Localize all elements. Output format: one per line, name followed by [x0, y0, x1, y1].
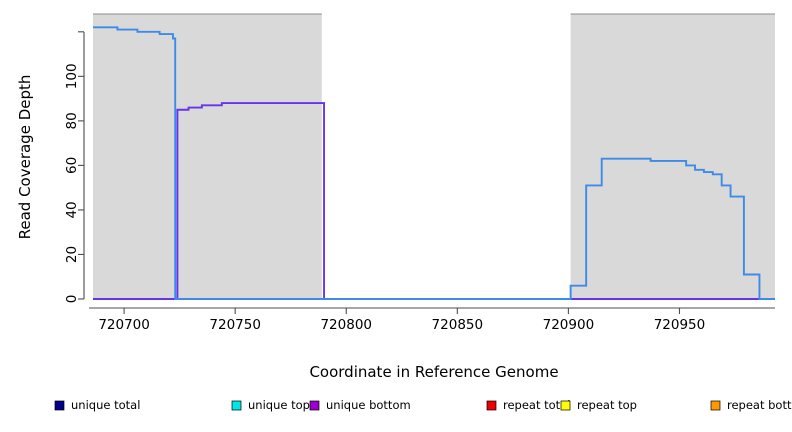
- y-tick-label-3: 60: [64, 157, 80, 174]
- legend-label-repeat-top: repeat top: [577, 398, 637, 412]
- x-tick-label-2: 720800: [320, 317, 372, 333]
- legend-swatch-repeat-total: [486, 400, 497, 411]
- axes-group: [78, 31, 775, 314]
- legend-item-repeat-top[interactable]: repeat top: [560, 398, 637, 412]
- y-tick-label-2: 40: [64, 201, 80, 218]
- legend-item-unique-top[interactable]: unique top: [231, 398, 310, 412]
- shaded-region-0: [93, 14, 322, 299]
- shaded-regions-group: [93, 13, 775, 299]
- y-tick-label-0: 0: [64, 295, 80, 304]
- series-unique-bottom: [93, 102, 775, 300]
- legend-swatch-unique-bottom: [309, 400, 320, 411]
- legend-swatch-unique-top: [231, 400, 242, 411]
- legend-item-unique-total[interactable]: unique total: [54, 398, 140, 412]
- tick-labels-group: 720700 720750 720800 720850 720900 720950 0 20 4…: [64, 63, 705, 333]
- y-tick-label-4: 80: [64, 112, 80, 129]
- legend-label-unique-bottom: unique bottom: [326, 398, 411, 412]
- x-tick-label-3: 720850: [432, 317, 484, 333]
- x-axis-title: Coordinate in Reference Genome: [309, 363, 558, 381]
- y-axis-title: Read Coverage Depth: [16, 75, 34, 240]
- legend-swatch-repeat-bottom: [710, 400, 721, 411]
- series-group: [93, 26, 775, 300]
- chart-legend: unique total unique top unique bottom repea…: [54, 398, 792, 412]
- legend-item-repeat-total[interactable]: repeat total: [486, 398, 570, 412]
- legend-label-repeat-bottom: repeat bottom: [727, 398, 792, 412]
- x-tick-label-4: 720900: [543, 317, 595, 333]
- series-unique-total: [93, 26, 775, 300]
- y-tick-label-5: 100: [64, 63, 80, 89]
- legend-item-repeat-bottom[interactable]: repeat bottom: [710, 398, 792, 412]
- x-tick-label-0: 720700: [98, 317, 150, 333]
- shaded-region-1: [570, 14, 775, 299]
- legend-label-unique-top: unique top: [248, 398, 310, 412]
- legend-swatch-unique-total: [54, 400, 65, 411]
- x-tick-label-5: 720950: [654, 317, 706, 333]
- x-tick-label-1: 720750: [209, 317, 261, 333]
- legend-label-unique-total: unique total: [71, 398, 140, 412]
- legend-label-repeat-total: repeat total: [503, 398, 570, 412]
- legend-swatch-repeat-top: [560, 400, 571, 411]
- y-tick-label-1: 20: [64, 246, 80, 263]
- legend-item-unique-bottom[interactable]: unique bottom: [309, 398, 411, 412]
